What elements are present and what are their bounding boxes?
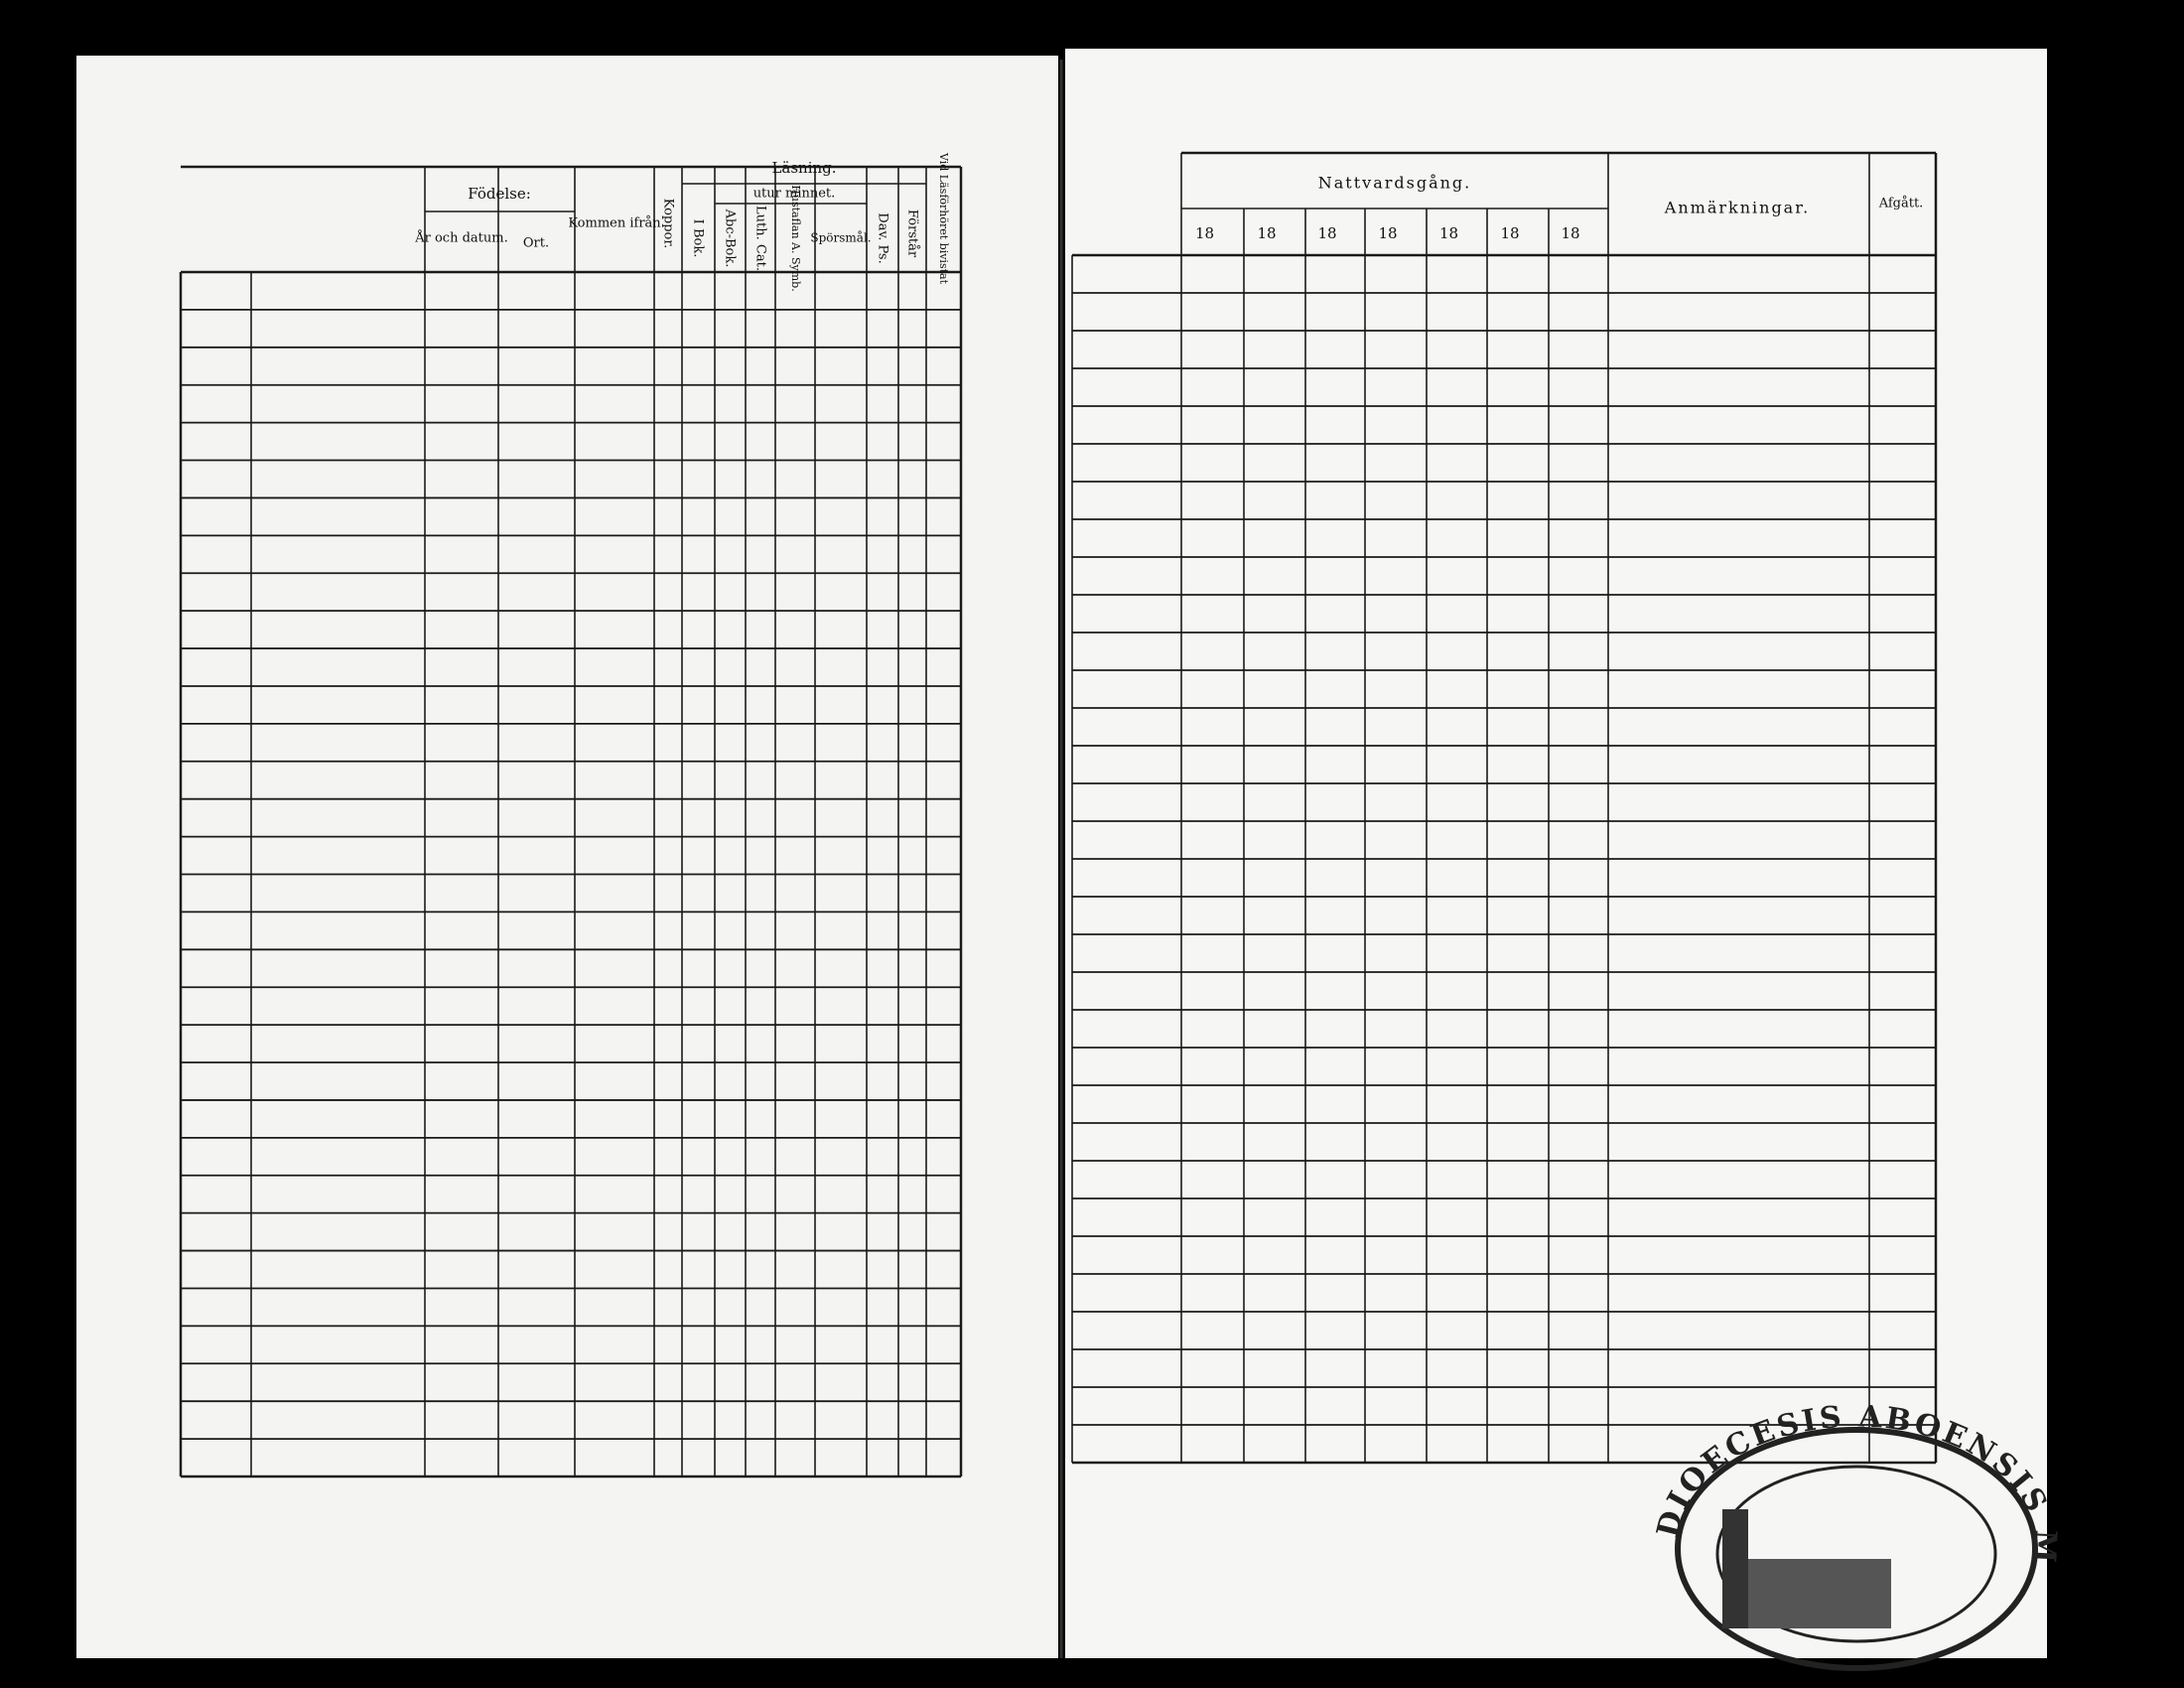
header-birth-place: Ort. <box>523 236 549 251</box>
year-header: 18 <box>1439 224 1458 242</box>
year-header: 18 <box>1317 224 1336 242</box>
ledger-grid <box>179 151 1938 1478</box>
header-remarks: Anmärkningar. <box>1664 199 1810 217</box>
header-birth: Födelse: <box>468 185 531 203</box>
year-header: 18 <box>1500 224 1519 242</box>
year-headers: 18 18 18 18 18 18 18 <box>1195 224 1580 242</box>
header-reading: Läsning. <box>771 159 836 177</box>
stamp-church <box>1742 1559 1891 1628</box>
header-understands: Förstår <box>905 210 921 258</box>
header-abc: Abc-Bok. <box>723 209 738 268</box>
header-birth-date: År och datum. <box>414 230 507 246</box>
header-by-heart: utur minnet. <box>753 187 836 202</box>
stamp-tower <box>1722 1509 1748 1628</box>
stamp-inner <box>1715 1465 1997 1643</box>
header-catechism: Luth. Cat. <box>753 206 768 271</box>
header-psalms: Dav. Ps. <box>876 212 890 263</box>
header-attended: Vid Läsförhöret bivistat <box>937 152 950 285</box>
header-departed: Afgått. <box>1878 196 1924 211</box>
header-smallpox: Koppor. <box>661 199 676 249</box>
stamp-ring <box>1675 1427 2038 1671</box>
right-page <box>1065 49 2047 1658</box>
header-came-from: Kommen ifrån <box>568 215 661 231</box>
year-header: 18 <box>1378 224 1397 242</box>
header-book: I Bok. <box>691 219 706 258</box>
left-page <box>76 56 1058 1658</box>
header-hustaflan: Hustaflan A. Symb. <box>789 185 802 291</box>
header-questions: Spörsmål. <box>810 230 871 245</box>
year-header: 18 <box>1561 224 1579 242</box>
year-header: 18 <box>1257 224 1276 242</box>
header-communion: Nattvardsgång. <box>1318 174 1472 193</box>
year-header: 18 <box>1195 224 1214 242</box>
